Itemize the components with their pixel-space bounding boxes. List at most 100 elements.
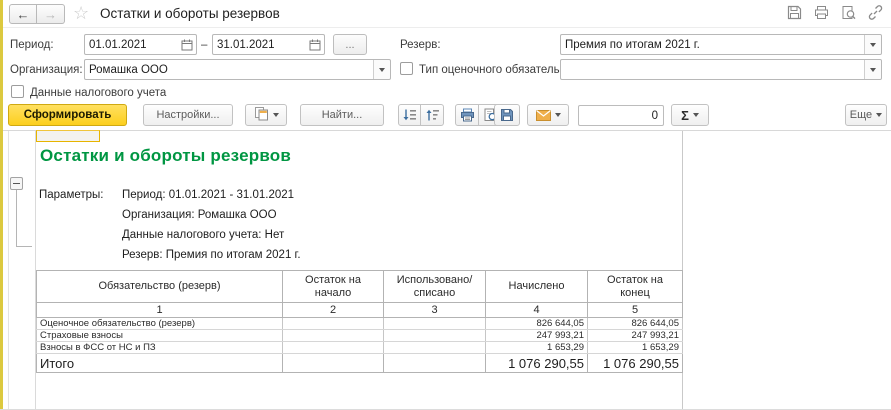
table-row: Оценочное обязательство (резерв) 826 644… [36,317,683,330]
liability-type-checkbox[interactable] [400,62,413,75]
period-dash: – [201,39,208,51]
forward-button[interactable]: → [37,4,65,24]
nav-history-group: ← → [9,4,65,24]
row-label[interactable]: Оценочное обязательство (резерв) [36,317,283,330]
favorite-star-icon[interactable]: ☆ [73,3,90,23]
chevron-down-icon [870,42,876,47]
col-number[interactable]: 3 [383,302,486,318]
col-header-end-balance[interactable]: Остаток на конец [587,270,683,303]
counter-input[interactable] [578,105,664,126]
chevron-down-icon [554,113,561,117]
liability-type-combo[interactable] [560,59,882,80]
col-header-start-balance[interactable]: Остаток на начало [282,270,384,303]
chevron-down-icon [870,67,876,72]
row-end-value[interactable]: 247 993,21 [587,329,683,342]
table-header-row: Обязательство (резерв) Остаток на начало… [36,270,683,303]
sort-group [398,104,444,126]
sum-button[interactable]: Σ [671,104,709,126]
row-accrued-value[interactable]: 1 653,29 [485,341,588,354]
print-button[interactable] [455,104,479,126]
report-variants-button[interactable] [245,104,287,126]
row-start-value[interactable] [282,329,384,342]
reserve-label: Резерв: [400,39,441,51]
col-header-liability[interactable]: Обязательство (резерв) [36,270,283,303]
find-button[interactable]: Найти... [300,104,384,126]
row-label[interactable]: Страховые взносы [36,329,283,342]
more-button[interactable]: Еще [845,104,887,126]
row-accrued-value[interactable]: 247 993,21 [485,329,588,342]
save-icon[interactable] [787,5,802,20]
col-number[interactable]: 2 [282,302,384,318]
back-arrow-icon: ← [16,6,30,22]
total-end-value[interactable]: 1 076 290,55 [587,353,683,373]
organization-combo[interactable]: Ромашка ООО [84,59,391,80]
print-icon[interactable] [814,5,829,20]
period-to-input[interactable]: 31.01.2021 [212,34,325,55]
param-tax-data: Данные налогового учета: Нет [122,229,285,241]
row-used-value[interactable] [383,317,486,330]
sort-ascending-button[interactable] [421,104,444,126]
page-title: Остатки и обороты резервов [100,6,280,21]
back-button[interactable]: ← [9,4,37,24]
reserve-combo[interactable]: Премия по итогам 2021 г. [560,34,882,55]
param-period: Период: 01.01.2021 - 31.01.2021 [122,189,295,201]
chevron-down-icon [379,67,385,72]
collapse-group-button[interactable] [10,177,23,190]
params-label: Параметры: [39,189,104,201]
tax-data-label: Данные налогового учета [30,87,167,99]
table-column-numbers-row: 1 2 3 4 5 [36,302,683,318]
link-icon[interactable] [868,5,883,20]
period-label: Период: [10,39,54,51]
reserve-value: Премия по итогам 2021 г. [565,38,700,51]
row-label[interactable]: Взносы в ФСС от НС и ПЗ [36,341,283,354]
period-from-input[interactable]: 01.01.2021 [84,34,197,55]
param-organization: Организация: Ромашка ООО [122,209,277,221]
row-accrued-value[interactable]: 826 644,05 [485,317,588,330]
save-icon [501,109,513,121]
send-email-button[interactable] [527,104,569,126]
row-start-value[interactable] [282,317,384,330]
row-used-value[interactable] [383,329,486,342]
report-gutter-left-border [8,131,9,409]
col-number[interactable]: 4 [485,302,588,318]
generate-button[interactable]: Сформировать [8,104,127,126]
tax-data-checkbox[interactable] [11,85,24,98]
liability-type-dropdown-button[interactable] [864,60,881,79]
row-end-value[interactable]: 826 644,05 [587,317,683,330]
row-start-value[interactable] [282,341,384,354]
calendar-icon[interactable] [306,39,324,51]
sigma-icon: Σ [681,107,689,123]
sort-ascending-icon [426,109,439,121]
organization-dropdown-button[interactable] [373,60,390,79]
save-result-button[interactable] [494,104,520,126]
col-header-accrued[interactable]: Начислено [485,270,588,303]
chevron-down-icon [272,113,279,117]
selected-cell-cursor[interactable] [36,130,100,142]
sort-descending-button[interactable] [398,104,421,126]
settings-button[interactable]: Настройки... [143,104,233,126]
preview-icon[interactable] [841,5,856,20]
table-row: Страховые взносы 247 993,21 247 993,21 [36,329,683,342]
report-gutter-right-border [35,131,36,409]
total-label[interactable]: Итого [36,353,283,373]
printer-icon [460,108,474,122]
report-variants-icon [254,106,269,124]
header-actions [787,5,883,20]
total-used-value[interactable] [383,353,486,373]
total-accrued-value[interactable]: 1 076 290,55 [485,353,588,373]
period-variants-button[interactable]: ... [333,34,367,55]
col-header-used[interactable]: Использовано/ списано [383,270,486,303]
report-title: Остатки и обороты резервов [40,146,291,165]
col-number[interactable]: 1 [36,302,283,318]
table-row: Взносы в ФСС от НС и ПЗ 1 653,29 1 653,2… [36,341,683,354]
row-used-value[interactable] [383,341,486,354]
reserve-dropdown-button[interactable] [864,35,881,54]
col-number[interactable]: 5 [587,302,683,318]
envelope-icon [535,109,551,121]
chevron-down-icon [692,113,699,117]
total-start-value[interactable] [282,353,384,373]
row-end-value[interactable]: 1 653,29 [587,341,683,354]
organization-label: Организация: [10,64,83,76]
calendar-icon[interactable] [178,39,196,51]
